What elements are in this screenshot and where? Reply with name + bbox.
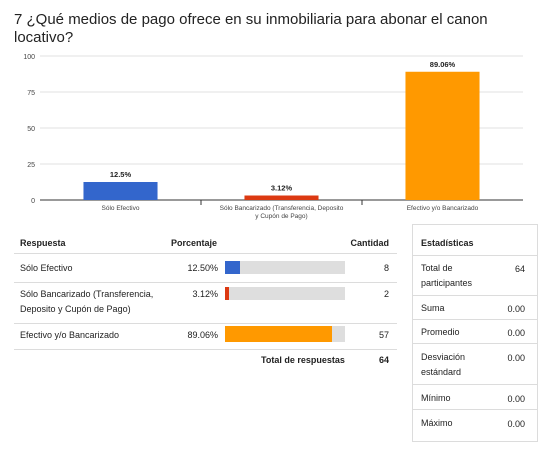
stats-divider [413,384,537,385]
row-progress-bar [225,261,345,274]
row-percent: 12.50% [187,263,218,273]
stats-divider [413,255,537,256]
stats-divider [413,295,537,296]
total-value: 64 [378,355,389,365]
bar-chart: 0 25 50 75 100 12.5% Sólo Efectivo 3.12% Sólo Ba… [23,54,523,220]
total-row: Total de respuestas 64 [14,355,397,367]
bar [244,195,319,200]
stats-label: Suma [421,303,445,313]
stats-label-line2: participantes [421,278,473,288]
row-progress-fill [225,261,240,274]
header-respuesta: Respuesta [20,238,66,248]
row-count: 8 [383,263,389,273]
y-tick-label: 75 [27,90,35,97]
table-divider [14,253,397,254]
stats-value: 0.00 [507,394,525,404]
row-percent: 3.12% [192,289,218,299]
x-tick-label: y Cupón de Pago) [255,213,307,220]
total-label: Total de respuestas [261,355,345,365]
table-row: Efectivo y/o Bancarizado 89.06% 57 [14,326,397,342]
stats-value: 64 [514,264,525,274]
stats-label-line1: Desviación [421,352,466,362]
data-label: 89.06% [430,60,456,69]
y-tick-label: 25 [27,162,35,169]
stats-row: Desviación estándard 0.00 [413,350,537,382]
stats-divider [413,409,537,410]
table-header-row: Respuesta Porcentaje Cantidad [14,238,397,250]
stats-value: 0.00 [507,419,525,429]
stats-row: Máximo 0.00 [413,416,537,431]
header-cantidad: Cantidad [350,238,389,248]
x-tick-label: Efectivo y/o Bancarizado [407,205,479,212]
stats-value: 0.00 [507,353,525,363]
row-label-line2: Deposito y Cupón de Pago) [20,304,131,314]
data-label: 3.12% [271,184,293,193]
row-label: Sólo Efectivo [20,263,73,273]
row-progress-bar [225,287,345,300]
row-percent: 89.06% [187,330,218,340]
y-tick-label: 50 [27,126,35,133]
table-divider [14,282,397,283]
stats-divider [413,343,537,344]
stats-label: Máximo [421,418,453,428]
data-label: 12.5% [110,170,132,179]
row-progress-fill [225,287,229,300]
stats-label: Promedio [421,327,460,337]
x-tick-label: Sólo Bancarizado (Transferencia, Deposit… [220,205,344,212]
row-count: 2 [383,289,389,299]
table-row: Sólo Efectivo 12.50% 8 [14,261,397,275]
stats-divider [413,319,537,320]
stats-value: 0.00 [507,304,525,314]
statistics-panel: Estadísticas Total de participantes 64 S… [412,224,538,442]
row-progress-bar [225,326,345,342]
stats-row: Promedio 0.00 [413,325,537,340]
table-divider [14,323,397,324]
row-count: 57 [378,330,389,340]
stats-label: Mínimo [421,393,451,403]
y-tick-label: 100 [23,54,35,61]
y-tick-label: 0 [31,198,35,205]
header-porcentaje: Porcentaje [171,238,218,248]
stats-label-line2: estándard [421,367,462,377]
stats-row: Total de participantes 64 [413,261,537,293]
stats-row: Mínimo 0.00 [413,391,537,406]
statistics-title: Estadísticas [421,238,474,248]
stats-row: Suma 0.00 [413,301,537,316]
bar [83,182,158,200]
x-tick-label: Sólo Efectivo [102,205,140,212]
question-title: 7 ¿Qué medios de pago ofrece en su inmob… [14,11,488,46]
table-row: Sólo Bancarizado (Transferencia, Deposit… [14,287,397,317]
row-label: Efectivo y/o Bancarizado [20,330,120,340]
stats-value: 0.00 [507,328,525,338]
table-divider [14,349,397,350]
row-label-line1: Sólo Bancarizado (Transferencia, [20,289,154,299]
bar [405,71,480,200]
stats-label-line1: Total de [421,263,453,273]
row-progress-fill [225,326,332,342]
